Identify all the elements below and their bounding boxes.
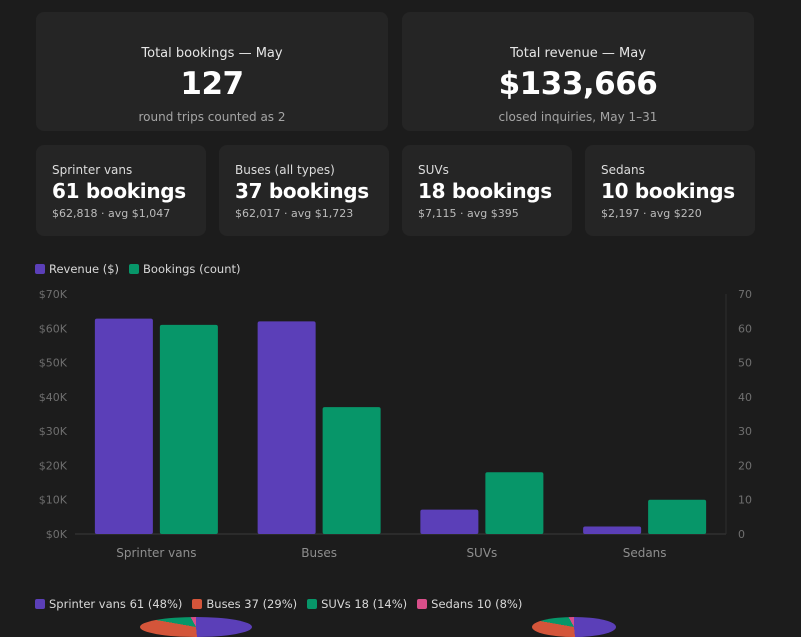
- total-revenue-label: Total revenue — May: [510, 46, 646, 61]
- y-left-tick-label: $40K: [39, 391, 68, 404]
- pie-legend-swatch-sprinter: [35, 599, 45, 609]
- total-bookings-card: Total bookings — May 127 round trips cou…: [36, 12, 388, 131]
- vehicle-card-sedans: Sedans 10 bookings $2,197 · avg $220: [585, 145, 755, 236]
- y-left-tick-label: $20K: [39, 459, 68, 472]
- vehicle-card-label: Buses (all types): [235, 163, 335, 177]
- pie-legend-label-sprinter: Sprinter vans 61 (48%): [49, 597, 183, 611]
- y-left-tick-label: $60K: [39, 322, 68, 335]
- legend-swatch-bookings: [129, 264, 140, 274]
- legend-item-revenue[interactable]: Revenue ($): [35, 262, 119, 276]
- vehicle-card-sprinter: Sprinter vans 61 bookings $62,818 · avg …: [36, 145, 206, 236]
- total-bookings-value: 127: [180, 66, 244, 102]
- vehicle-card-suvs: SUVs 18 bookings $7,115 · avg $395: [402, 145, 572, 236]
- vehicle-card-bookings: 10 bookings: [601, 179, 735, 203]
- pie-legend-item-sprinter[interactable]: Sprinter vans 61 (48%): [35, 597, 182, 611]
- legend-label-revenue: Revenue ($): [49, 262, 120, 276]
- y-left-tick-label: $10K: [39, 494, 68, 507]
- total-bookings-label: Total bookings — May: [141, 46, 283, 61]
- pie-legend-swatch-sedans: [417, 599, 428, 609]
- vehicle-card-label: SUVs: [418, 163, 449, 177]
- x-tick-label: Sedans: [623, 546, 667, 560]
- vehicle-card-bookings: 61 bookings: [52, 179, 186, 203]
- pie-legend-label-suvs: SUVs 18 (14%): [321, 597, 408, 611]
- total-revenue-card: Total revenue — May $133,666 closed inqu…: [402, 12, 754, 131]
- y-right-tick-label: 10: [738, 494, 752, 507]
- bar-bookings: [322, 407, 381, 534]
- bar-bookings: [159, 324, 218, 534]
- pie-chart-legend: Sprinter vans 61 (48%) Buses 37 (29%) SU…: [35, 597, 532, 611]
- x-tick-label: SUVs: [466, 546, 497, 560]
- pie-legend-item-buses[interactable]: Buses 37 (29%): [192, 597, 297, 611]
- total-bookings-note: round trips counted as 2: [138, 110, 286, 124]
- y-right-tick-label: 50: [738, 357, 752, 370]
- bookings-pie-chart-secondary: [532, 617, 616, 637]
- total-revenue-value: $133,666: [498, 66, 658, 102]
- x-tick-label: Sprinter vans: [116, 546, 196, 560]
- revenue-bookings-bar-chart: $0K $10K $20K $30K $40K $50K $60K $70K 0 10 20 30 40…: [39, 288, 752, 560]
- y-right-tick-label: 40: [738, 391, 752, 404]
- bookings-pie-chart: [140, 617, 252, 637]
- vehicle-card-label: Sprinter vans: [52, 163, 133, 177]
- bar-revenue: [420, 509, 479, 534]
- vehicle-card-bookings: 37 bookings: [235, 179, 369, 203]
- bar-chart-legend: Revenue ($) Bookings (count): [35, 262, 251, 276]
- y-left-tick-label: $70K: [39, 288, 68, 301]
- bar-revenue: [94, 318, 153, 534]
- y-right-tick-label: 30: [738, 425, 752, 438]
- vehicle-card-revenue: $7,115 · avg $395: [418, 207, 519, 220]
- x-tick-label: Buses: [301, 546, 337, 560]
- bar-bookings: [648, 499, 707, 534]
- legend-swatch-revenue: [35, 264, 45, 274]
- y-left-tick-label: $50K: [39, 357, 68, 370]
- y-right-tick-label: 0: [738, 528, 745, 541]
- pie-legend-label-sedans: Sedans 10 (8%): [431, 597, 523, 611]
- bar-revenue: [257, 321, 316, 534]
- pie-legend-item-sedans[interactable]: Sedans 10 (8%): [417, 597, 522, 611]
- y-left-tick-label: $0K: [46, 528, 68, 541]
- legend-label-bookings: Bookings (count): [143, 262, 241, 276]
- total-revenue-note: closed inquiries, May 1–31: [498, 110, 658, 124]
- y-right-tick-label: 60: [738, 322, 752, 335]
- vehicle-card-revenue: $62,017 · avg $1,723: [235, 207, 354, 220]
- pie-legend-swatch-suvs: [307, 599, 318, 609]
- bar-revenue: [583, 526, 642, 534]
- y-left-tick-label: $30K: [39, 425, 68, 438]
- y-right-tick-label: 70: [738, 288, 752, 301]
- pie-legend-swatch-buses: [192, 599, 203, 609]
- bar-bookings: [485, 472, 544, 534]
- vehicle-card-revenue: $62,818 · avg $1,047: [52, 207, 171, 220]
- legend-item-bookings[interactable]: Bookings (count): [129, 262, 241, 276]
- vehicle-card-bookings: 18 bookings: [418, 179, 552, 203]
- y-right-tick-label: 20: [738, 459, 752, 472]
- pie-legend-label-buses: Buses 37 (29%): [206, 597, 298, 611]
- pie-legend-item-suvs[interactable]: SUVs 18 (14%): [307, 597, 407, 611]
- vehicle-card-revenue: $2,197 · avg $220: [601, 207, 702, 220]
- vehicle-card-label: Sedans: [601, 163, 645, 177]
- vehicle-card-buses: Buses (all types) 37 bookings $62,017 · …: [219, 145, 389, 236]
